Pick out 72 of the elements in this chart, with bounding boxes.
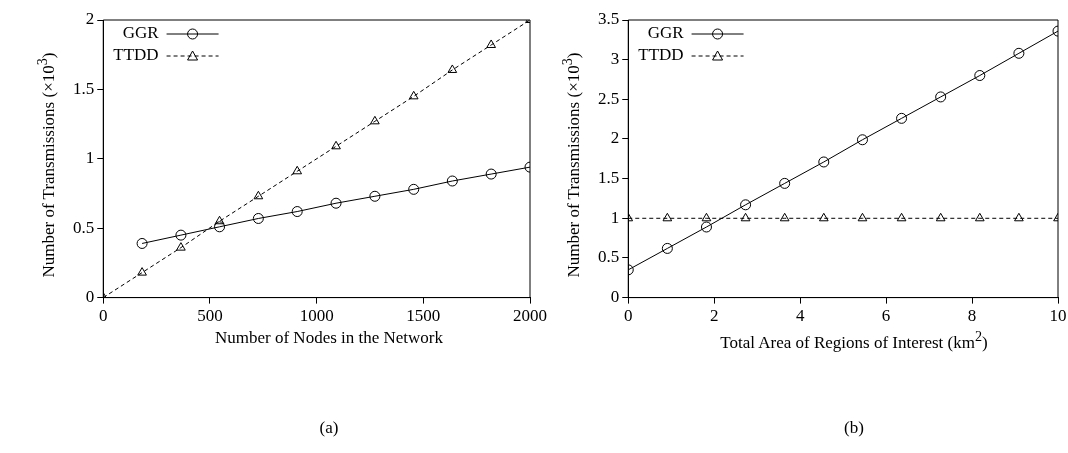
x-tick-label: 0 [99,306,108,326]
text: (b) [843,418,865,438]
point [740,212,751,222]
point [935,91,947,103]
x-tick-label: 1500 [406,306,441,326]
point [137,267,147,276]
y-tick-label: 0 [85,287,95,307]
legend-label: TTDD [638,45,684,65]
point [935,212,946,222]
point [896,212,907,222]
y-tick-label: 2.5 [598,88,620,108]
y-tick-label: 1 [610,207,620,227]
y-tick-label: 1.5 [598,168,620,188]
y-tick-label: 2 [610,128,620,148]
point [446,175,458,187]
y-tick-label: 3 [610,49,620,69]
point [1014,212,1024,222]
point [896,112,908,124]
point [176,242,186,251]
point [331,140,341,150]
y-tick-label: 0 [610,287,620,307]
point [486,39,496,48]
point [136,237,148,249]
point [485,168,497,180]
point [214,221,226,233]
point [408,183,420,195]
point [857,212,868,222]
point [408,90,419,100]
x-axis-title: Total Area of Regions of Interest (km$^{2}$) [719,328,989,353]
point [818,156,830,168]
legend-label: TTDD [113,45,159,65]
y-tick-label: 1.5 [73,78,95,98]
point [175,229,187,241]
x-tick-label: 8 [967,306,977,326]
y-tick-label: 1 [85,148,95,168]
point [856,134,868,146]
y-tick-label: 0.5 [598,247,620,267]
point [369,190,381,202]
point [1013,47,1025,59]
y-tick-label: 2 [85,9,95,29]
point [701,212,712,222]
point [974,70,986,82]
point [252,212,264,224]
point [779,212,790,222]
x-tick-label: 2 [709,306,719,326]
point [447,64,458,73]
point [740,199,752,211]
point [253,190,264,200]
point [662,212,673,222]
point [291,206,303,218]
y-tick-label: 3.5 [598,9,620,29]
x-tick-label: 4 [795,306,805,326]
legend-label: GGR [647,23,685,43]
point [974,212,985,222]
point [292,165,303,175]
point [214,215,225,225]
x-tick-label: 10 [1049,306,1067,326]
x-tick-label: 2000 [513,306,547,326]
point [330,197,342,209]
point [661,242,673,254]
point [700,221,712,233]
text: (a) [318,418,340,438]
x-axis-title: Number of Nodes in the Network [214,328,444,348]
x-tick-label: 0 [624,306,633,326]
y-tick-label: 0.5 [73,217,95,237]
point [779,177,791,189]
legend-label: GGR [122,23,160,43]
point [370,115,380,125]
x-tick-label: 500 [197,306,223,326]
point [818,212,829,222]
x-tick-label: 6 [881,306,891,326]
x-tick-label: 1000 [299,306,334,326]
